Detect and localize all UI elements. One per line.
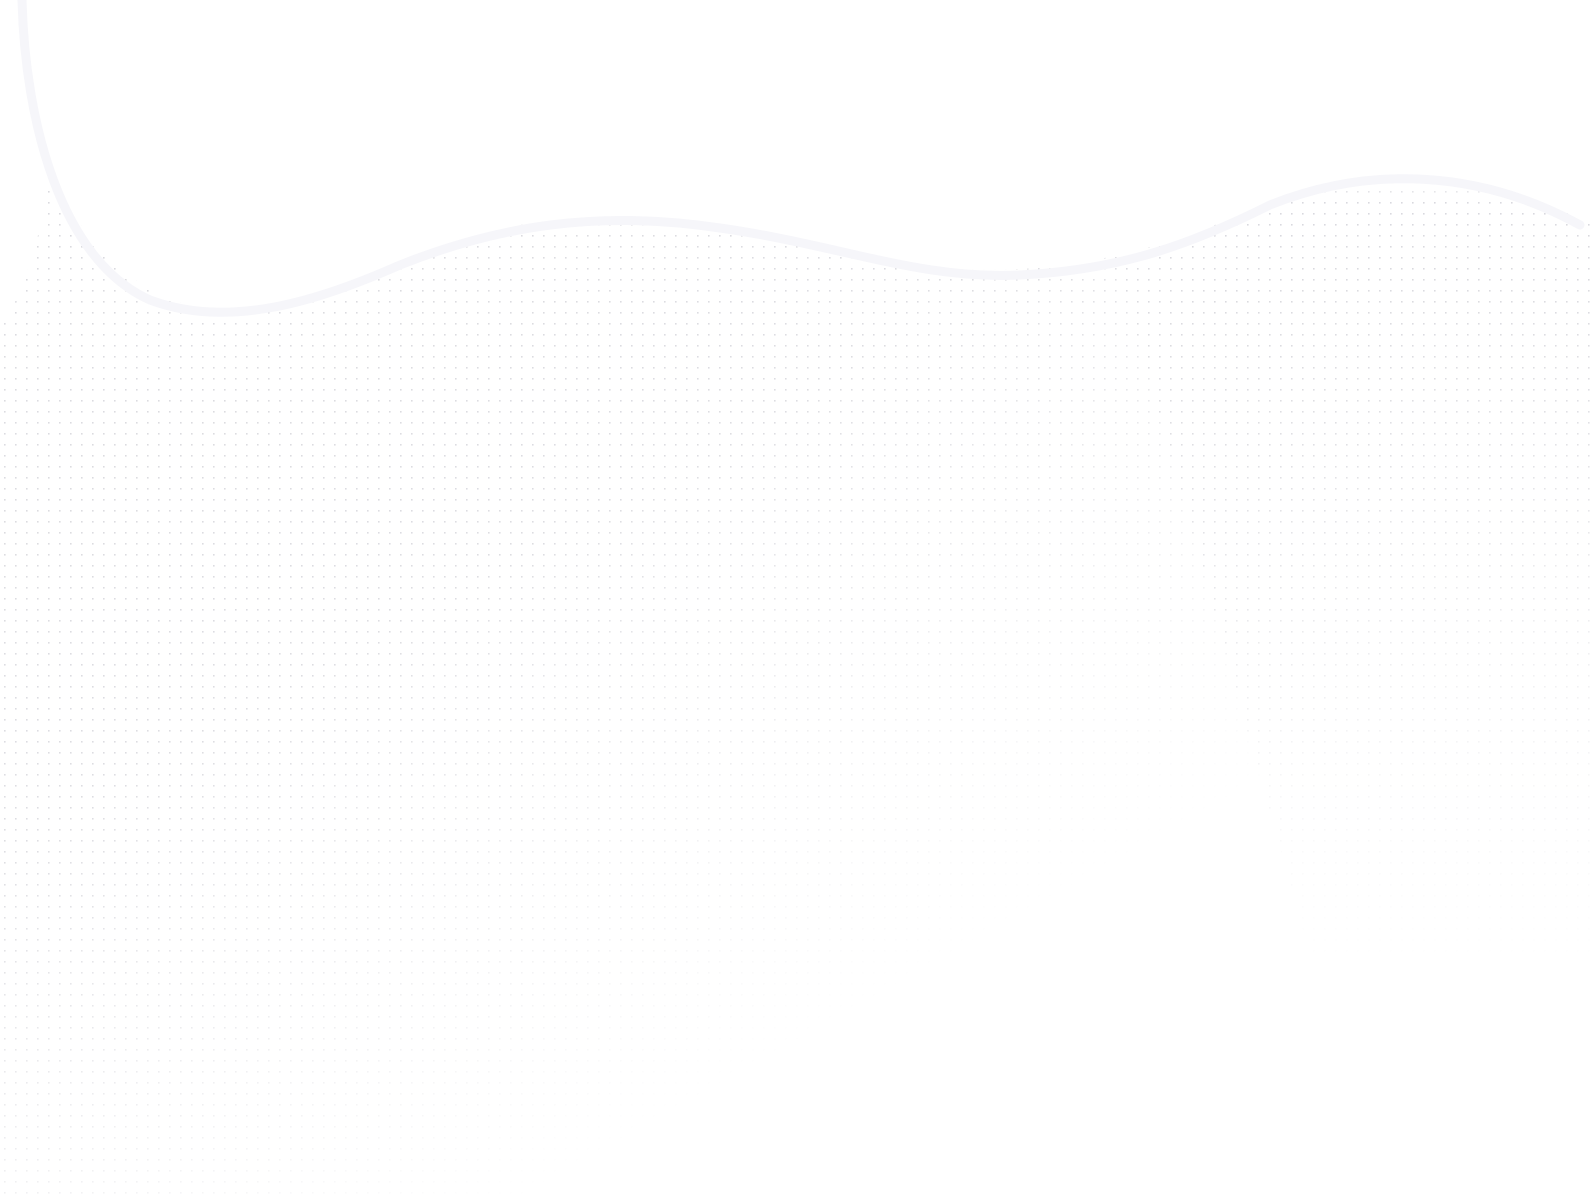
wave-line [17, 0, 1585, 317]
